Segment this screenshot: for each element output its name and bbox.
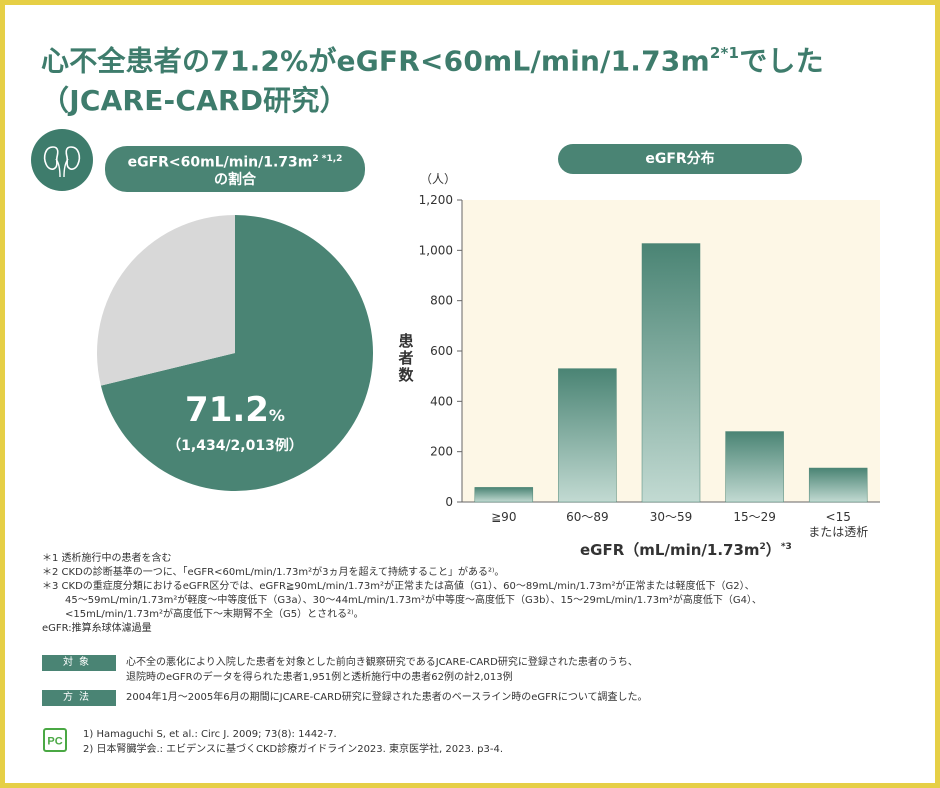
pie-percent-unit: %	[268, 406, 285, 425]
kidney-icon	[31, 129, 93, 191]
footnote-3b: 45〜59mL/min/1.73m²が軽度〜中等度低下（G3a）、30〜44mL…	[65, 595, 762, 606]
bar-chart: 0 200 400 600 800 1,000 1,200 （人） ≧90 60〜89 30〜59 1…	[400, 170, 890, 549]
footnote-2: ＊2 CKDの診断基準の一つに、「eGFR<60mL/min/1.73m²が3ヵ…	[42, 567, 505, 578]
x-axis-label-sup: 2	[759, 542, 766, 552]
pie-slice-0	[100, 215, 373, 491]
method-block: 方法 2004年1月〜2005年6月の期間にJCARE-CARD研究に登録された…	[42, 690, 922, 706]
y-tick-label: 1,200	[419, 193, 453, 207]
target-block: 対象 心不全の悪化により入院した患者を対象とした前向き観察研究であるJCARE-…	[42, 655, 922, 687]
pie-slice-1	[97, 215, 235, 386]
pie-count: （1,434/2,013例）	[167, 438, 303, 454]
x-axis-label-note: *3	[780, 542, 792, 552]
pie-chart	[97, 215, 373, 495]
y-tick-label: 600	[430, 344, 453, 358]
title-main: 心不全患者の71.2%がeGFR<60mL/min/1.73m	[41, 44, 710, 78]
x-axis-label-text: eGFR（mL/min/1.73m	[580, 541, 760, 559]
y-unit-label: （人）	[420, 172, 456, 186]
bar-pill-label: eGFR分布	[645, 151, 715, 167]
pc-logo-icon: PC	[43, 728, 67, 756]
pie-section-pill: eGFR<60mL/min/1.73m2 *1,2 の割合	[105, 146, 365, 192]
y-axis-label: 患者数	[398, 332, 414, 384]
bar-3	[725, 431, 784, 503]
footnote-3c: <15mL/min/1.73m²が高度低下〜末期腎不全（G5）とされる²⁾。	[65, 609, 364, 620]
target-text: 心不全の悪化により入院した患者を対象とした前向き観察研究であるJCARE-CAR…	[126, 655, 638, 685]
pie-pill-line1: eGFR<60mL/min/1.73m	[127, 154, 313, 171]
pie-pill-sup: 2 *1,2	[312, 154, 343, 164]
x-tick-label: 30〜59	[650, 510, 693, 524]
svg-text:PC: PC	[47, 736, 62, 748]
y-tick-label: 400	[430, 394, 453, 408]
y-tick-label: 800	[430, 294, 453, 308]
footnote-3a: ＊3 CKDの重症度分類におけるeGFR区分では、eGFR≧90mL/min/1…	[42, 581, 755, 592]
bar-section-pill: eGFR分布	[558, 144, 802, 174]
reference-1: 1) Hamaguchi S, et al.: Circ J. 2009; 73…	[83, 729, 337, 740]
target-tag: 対象	[42, 655, 116, 671]
x-tick-label: 15〜29	[733, 510, 776, 524]
footnotes: ＊1 透析施行中の患者を含む ＊2 CKDの診断基準の一つに、「eGFR<60m…	[42, 552, 922, 636]
title-sup: 2*1	[709, 44, 740, 62]
pie-percent: 71.2	[185, 390, 269, 430]
x-tick-label: または透析	[808, 525, 868, 539]
bar-4	[808, 467, 868, 503]
footnote-1: ＊1 透析施行中の患者を含む	[42, 553, 172, 564]
method-tag: 方法	[42, 690, 116, 706]
method-text: 2004年1月〜2005年6月の期間にJCARE-CARD研究に登録された患者の…	[126, 692, 648, 703]
bar-1	[558, 368, 617, 503]
x-axis-label-tail: ）	[765, 541, 781, 559]
x-tick-label: 60〜89	[566, 510, 609, 524]
x-axis-label: eGFR（mL/min/1.73m2）*3	[580, 539, 800, 560]
y-tick-label: 1,000	[419, 243, 453, 257]
target-line-2: 退院時のeGFRのデータを得られた患者1,951例と透析施行中の患者62例の計2…	[126, 672, 513, 683]
pie-value-label: 71.2% （1,434/2,013例）	[155, 390, 315, 456]
page-title: 心不全患者の71.2%がeGFR<60mL/min/1.73m2*1でした （J…	[41, 35, 921, 121]
y-tick-label: 200	[430, 445, 453, 459]
bar-0	[474, 487, 534, 503]
references: 1) Hamaguchi S, et al.: Circ J. 2009; 73…	[83, 727, 503, 757]
reference-2: 2) 日本腎臓学会.: エビデンスに基づくCKD診療ガイドライン2023. 東京…	[83, 744, 504, 755]
bar-2	[641, 243, 701, 503]
y-tick-label: 0	[445, 495, 453, 509]
pie-pill-line2: の割合	[214, 171, 256, 188]
target-line-1: 心不全の悪化により入院した患者を対象とした前向き観察研究であるJCARE-CAR…	[126, 657, 638, 668]
x-tick-label: <15	[826, 510, 851, 524]
title-tail: でした	[739, 44, 824, 78]
abbreviation-note: eGFR:推算糸球体濾過量	[42, 623, 152, 634]
x-tick-label: ≧90	[491, 510, 516, 524]
title-line2: （JCARE-CARD研究）	[41, 84, 348, 118]
